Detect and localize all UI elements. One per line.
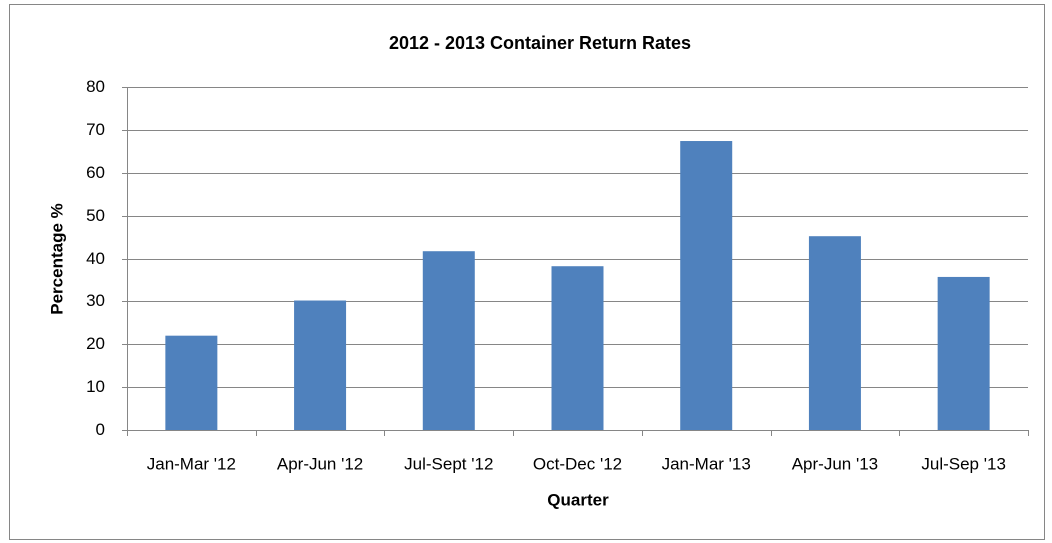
bar — [808, 236, 861, 430]
x-axis-label: Quarter — [547, 490, 609, 509]
bar — [422, 251, 475, 430]
x-tick-label: Jan-Mar '13 — [662, 454, 751, 473]
x-tick-label: Apr-Jun '12 — [277, 454, 363, 473]
y-tick-label: 80 — [86, 77, 105, 96]
y-tick-label: 40 — [86, 249, 105, 268]
x-tick-label: Apr-Jun '13 — [792, 454, 878, 473]
bar — [937, 276, 990, 430]
x-tick-label: Oct-Dec '12 — [533, 454, 622, 473]
x-tick-label: Jul-Sept '12 — [404, 454, 493, 473]
x-tick-label: Jul-Sep '13 — [921, 454, 1006, 473]
bar — [680, 141, 733, 430]
x-tick-label: Jan-Mar '12 — [147, 454, 236, 473]
y-tick-label: 20 — [86, 334, 105, 353]
bar — [551, 266, 604, 430]
bar — [294, 300, 347, 430]
chart-border — [9, 4, 1045, 540]
y-tick-label: 60 — [86, 163, 105, 182]
y-tick-label: 50 — [86, 206, 105, 225]
y-tick-label: 70 — [86, 120, 105, 139]
y-axis-label: Percentage % — [47, 203, 66, 315]
y-tick-label: 10 — [86, 377, 105, 396]
bar — [165, 335, 218, 430]
y-tick-label: 30 — [86, 291, 105, 310]
chart-title: 2012 - 2013 Container Return Rates — [389, 33, 691, 53]
y-tick-label: 0 — [96, 420, 105, 439]
